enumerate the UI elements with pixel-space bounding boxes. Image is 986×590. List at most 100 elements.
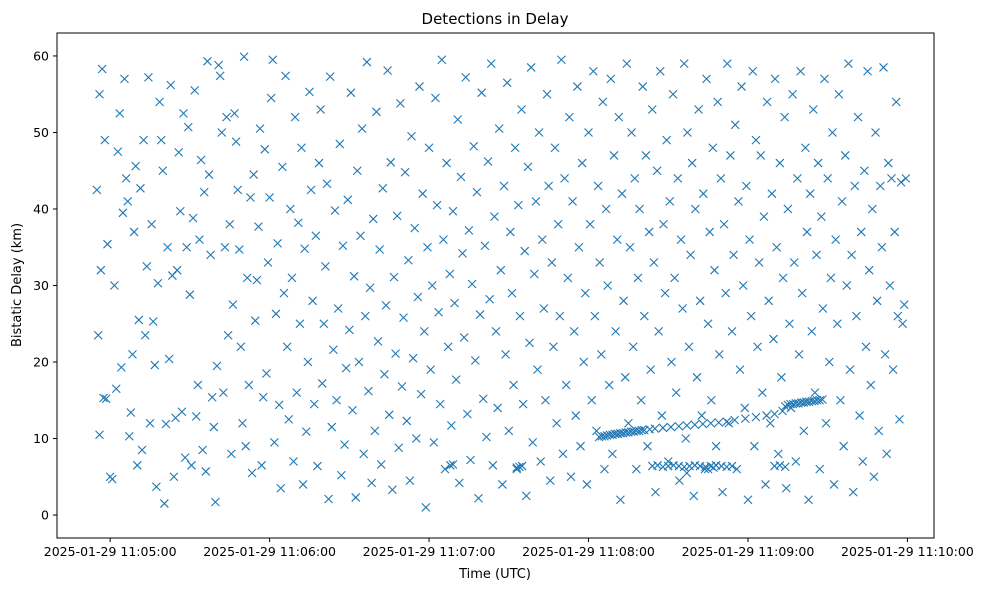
data-point xyxy=(628,342,638,352)
data-point xyxy=(231,137,241,147)
data-point xyxy=(136,183,145,193)
data-point xyxy=(297,143,306,153)
data-point xyxy=(362,57,372,67)
data-point xyxy=(429,437,439,447)
data-point xyxy=(730,415,740,425)
data-point xyxy=(544,181,554,191)
data-point xyxy=(761,480,770,489)
data-point xyxy=(415,82,424,91)
data-point xyxy=(360,311,370,321)
data-point xyxy=(780,112,790,122)
data-point xyxy=(557,55,566,65)
data-point xyxy=(195,235,204,244)
data-point xyxy=(191,411,201,421)
data-point xyxy=(525,338,534,348)
data-point xyxy=(336,470,346,480)
data-point xyxy=(499,181,509,191)
data-point xyxy=(502,78,512,88)
data-point xyxy=(403,255,413,265)
ticks-layer: 2025-01-29 11:05:00 2025-01-29 11:06:00 20… xyxy=(33,48,974,559)
data-point xyxy=(667,357,676,367)
data-point xyxy=(439,235,448,244)
data-point xyxy=(722,417,732,427)
data-point xyxy=(407,131,416,141)
data-point xyxy=(713,97,723,107)
y-axis-label: Bistatic Delay (km) xyxy=(10,223,25,347)
data-point xyxy=(368,214,378,224)
data-point xyxy=(493,403,503,413)
data-point xyxy=(751,135,761,145)
data-point xyxy=(837,196,847,206)
data-point xyxy=(783,204,793,214)
data-point xyxy=(676,235,686,244)
data-point xyxy=(635,204,644,214)
data-point xyxy=(498,480,507,489)
data-point xyxy=(842,281,852,290)
data-point xyxy=(653,460,663,470)
data-point xyxy=(113,147,123,156)
data-point xyxy=(745,235,754,244)
data-point xyxy=(254,222,263,231)
data-point xyxy=(472,187,482,197)
data-point xyxy=(651,487,660,497)
data-point xyxy=(273,239,282,248)
data-point xyxy=(647,105,657,114)
data-point xyxy=(703,319,713,329)
data-point xyxy=(727,327,737,336)
data-point xyxy=(686,250,695,260)
y-tick-label: 10 xyxy=(33,431,49,446)
data-point xyxy=(234,245,244,254)
data-point xyxy=(305,87,314,97)
data-point xyxy=(604,380,614,390)
data-point xyxy=(714,418,724,427)
data-point xyxy=(785,319,794,329)
x-tick-label: 2025-01-29 11:05:00 xyxy=(44,544,177,559)
data-point xyxy=(751,412,761,422)
data-point xyxy=(196,155,206,165)
data-point xyxy=(518,399,528,409)
data-point xyxy=(222,112,231,122)
data-point xyxy=(675,476,684,486)
data-point xyxy=(317,379,327,388)
data-point xyxy=(129,227,139,237)
data-point xyxy=(126,408,136,417)
data-point xyxy=(344,325,354,335)
data-point xyxy=(467,279,477,289)
data-point xyxy=(721,288,731,298)
data-point xyxy=(124,431,134,441)
data-point xyxy=(155,97,164,107)
data-point xyxy=(321,261,330,271)
data-point xyxy=(152,482,161,492)
data-point xyxy=(896,177,906,187)
data-point xyxy=(209,422,219,432)
data-point xyxy=(505,227,515,237)
data-point xyxy=(212,361,222,371)
data-point xyxy=(560,173,569,183)
data-point xyxy=(767,189,777,199)
data-point xyxy=(856,227,866,237)
data-point xyxy=(839,441,849,451)
data-point xyxy=(714,349,724,359)
data-point xyxy=(313,461,322,471)
data-point xyxy=(306,185,316,195)
data-point xyxy=(293,218,303,228)
data-point xyxy=(866,380,876,390)
data-point xyxy=(781,483,791,493)
data-point xyxy=(100,135,110,145)
data-point xyxy=(214,60,223,70)
data-point xyxy=(668,89,678,99)
x-tick-label: 2025-01-29 11:08:00 xyxy=(522,544,655,559)
data-point xyxy=(485,294,495,304)
data-point xyxy=(810,388,820,398)
data-point xyxy=(121,173,131,183)
data-point xyxy=(206,250,215,260)
data-point xyxy=(249,170,259,179)
data-point xyxy=(95,89,104,99)
data-point xyxy=(584,128,593,137)
data-point xyxy=(228,300,238,310)
data-point xyxy=(230,108,239,118)
data-point xyxy=(600,431,609,441)
data-point xyxy=(812,250,821,260)
data-point xyxy=(729,250,739,260)
data-point xyxy=(831,235,841,244)
